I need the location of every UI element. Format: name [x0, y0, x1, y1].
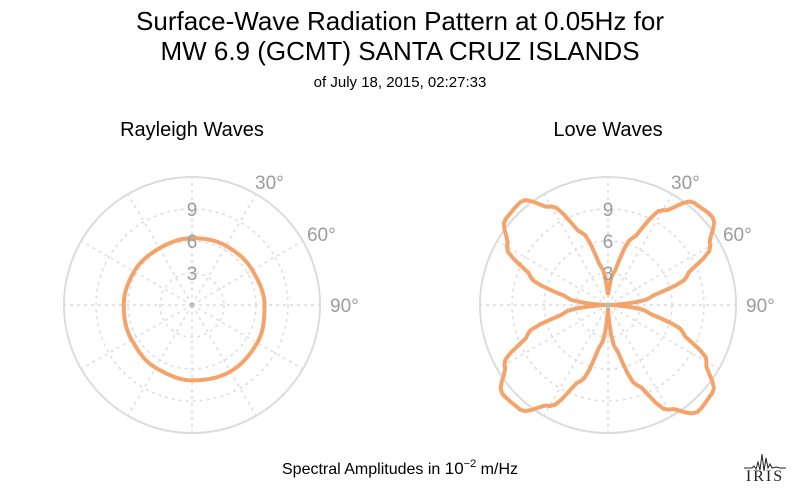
rayleigh-angle-tick-label: 60° — [307, 225, 336, 246]
rayleigh-grid-spoke — [127, 304, 193, 417]
rayleigh-r-tick-label: 3 — [187, 264, 198, 285]
rayleigh-grid-spoke — [80, 240, 193, 306]
love-r-tick-label: 6 — [603, 232, 614, 253]
chart-title-line2: MW 6.9 (GCMT) SANTA CRUZ ISLANDS — [160, 36, 640, 66]
rayleigh-r-tick-label: 9 — [187, 200, 198, 221]
chart-subtitle: of July 18, 2015, 02:27:33 — [313, 74, 487, 91]
love-r-tick-label: 9 — [603, 200, 614, 221]
love-center-point — [605, 302, 611, 308]
rayleigh-grid-spoke — [191, 304, 304, 370]
rayleigh-angle-tick-label: 90° — [330, 296, 359, 317]
rayleigh-r-tick-label: 6 — [187, 232, 198, 253]
love-grid-spoke — [543, 304, 609, 417]
seismogram-icon — [744, 453, 786, 472]
iris-logo-text: IRIS — [745, 468, 785, 485]
love-grid-ring — [511, 208, 705, 402]
love-grid-ring — [575, 272, 641, 338]
love-pattern-line — [498, 198, 717, 416]
rayleigh-grid-spoke — [80, 304, 193, 370]
love-grid-spoke — [607, 304, 673, 417]
love-grid-spoke — [543, 193, 609, 306]
amplitude-units-label: Spectral Amplitudes in 10−2 m/Hz — [0, 452, 800, 482]
rayleigh-grid-spoke — [191, 193, 257, 306]
rayleigh-plot-title: Rayleigh Waves — [120, 119, 264, 141]
rayleigh-pattern-line — [121, 236, 267, 383]
rayleigh-grid-ring — [95, 208, 289, 402]
love-grid-spoke — [496, 240, 609, 306]
love-grid-spoke — [496, 304, 609, 370]
chart-title-line1: Surface-Wave Radiation Pattern at 0.05Hz… — [136, 6, 664, 36]
units-base: 10 — [444, 459, 464, 478]
love-plot-title: Love Waves — [553, 119, 663, 141]
love-angle-tick-label: 60° — [723, 225, 752, 246]
rayleigh-angle-tick-label: 30° — [255, 173, 284, 194]
units-prefix: Spectral Amplitudes in — [282, 461, 445, 478]
rayleigh-center-point — [189, 302, 195, 308]
love-grid-spoke — [607, 304, 720, 370]
love-grid-spoke — [607, 240, 720, 306]
rayleigh-grid-spoke — [191, 240, 304, 306]
iris-logo: IRIS — [742, 450, 788, 486]
units-suffix: m/Hz — [476, 461, 518, 478]
love-angle-tick-label: 90° — [746, 296, 775, 317]
rayleigh-grid-spoke — [191, 304, 257, 417]
rayleigh-grid-ring — [159, 272, 225, 338]
units-exponent: −2 — [463, 458, 477, 470]
love-angle-tick-label: 30° — [671, 173, 700, 194]
love-r-tick-label: 3 — [603, 264, 614, 285]
